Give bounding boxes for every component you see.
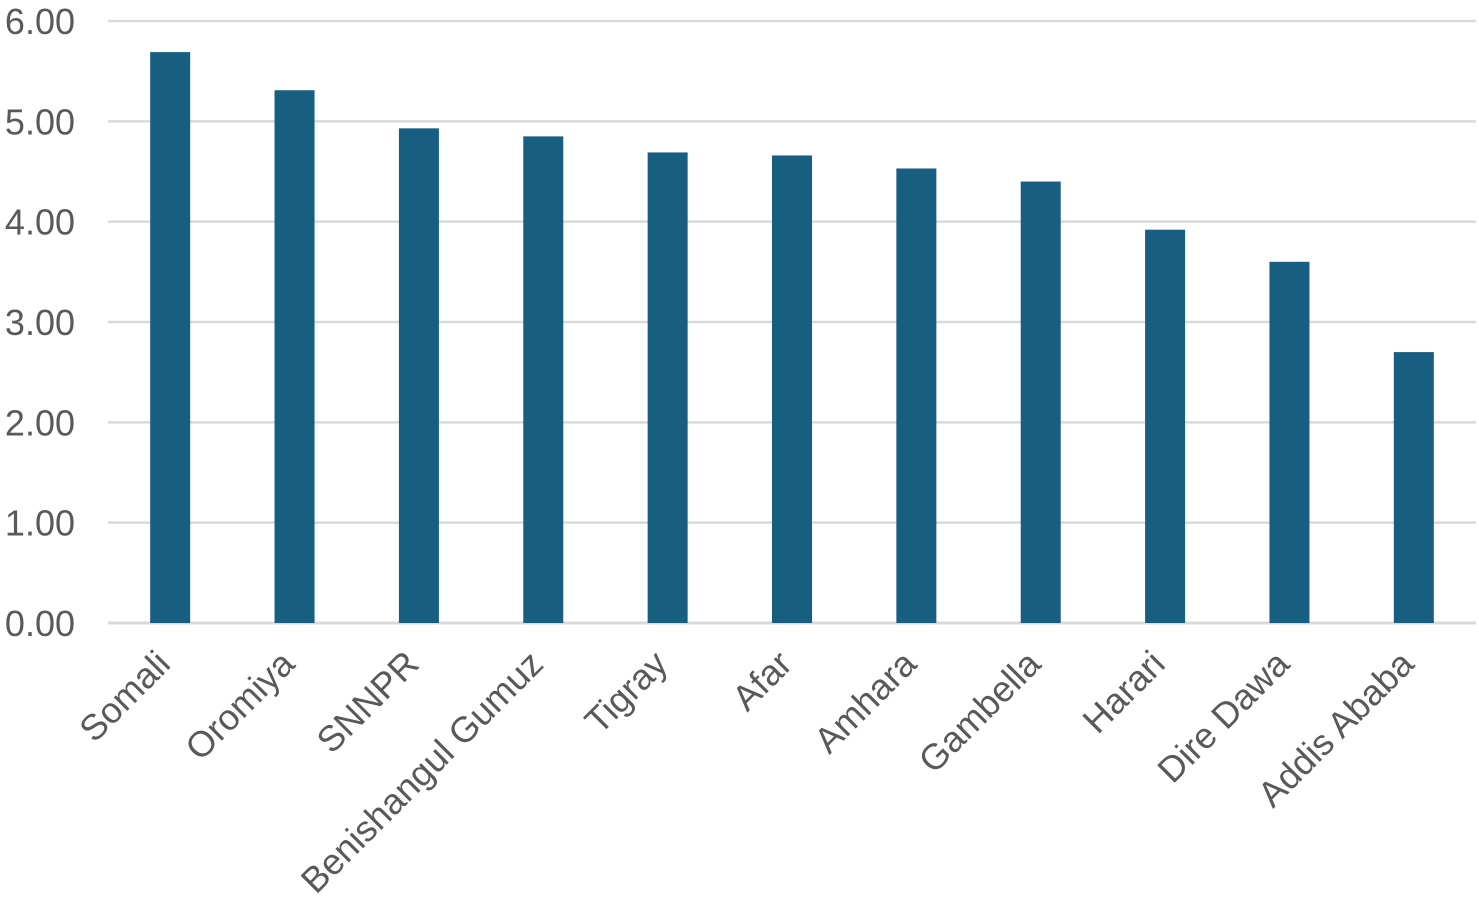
bar-oromiya bbox=[274, 90, 315, 624]
y-tick-label: 3.00 bbox=[5, 302, 75, 343]
bar-somali bbox=[150, 52, 191, 623]
x-tick-label: Harari bbox=[1074, 643, 1172, 741]
y-tick-label: 0.00 bbox=[5, 603, 75, 644]
bar-gambella bbox=[1020, 181, 1061, 624]
x-tick-label: Afar bbox=[724, 643, 800, 719]
bar-snnpr bbox=[398, 128, 439, 623]
x-tick-label: Oromiya bbox=[177, 642, 303, 768]
y-tick-label: 5.00 bbox=[5, 101, 75, 142]
bar-addis-ababa bbox=[1393, 352, 1434, 623]
bars bbox=[150, 52, 1434, 624]
bar-afar bbox=[772, 155, 812, 624]
bar-dire-dawa bbox=[1269, 261, 1310, 623]
x-tick-label: Amhara bbox=[806, 642, 925, 761]
x-tick-label: Somali bbox=[71, 643, 178, 750]
bar-harari bbox=[1145, 229, 1186, 623]
y-tick-label: 2.00 bbox=[5, 402, 75, 443]
x-tick-label: SNNPR bbox=[308, 643, 426, 761]
x-tick-label: Benishangul Gumuz bbox=[293, 643, 551, 901]
bar-tigray bbox=[647, 152, 688, 624]
bar-amhara bbox=[896, 168, 937, 624]
y-tick-label: 4.00 bbox=[5, 202, 75, 243]
y-tick-label: 6.00 bbox=[5, 1, 75, 42]
x-tick-label: Tigray bbox=[577, 643, 676, 742]
y-tick-label: 1.00 bbox=[5, 503, 75, 544]
bar-benishangul-gumuz bbox=[523, 136, 564, 623]
x-tick-label: Gambella bbox=[910, 642, 1049, 781]
y-axis-ticks: 0.00 1.00 2.00 3.00 4.00 5.00 6.00 bbox=[5, 1, 75, 644]
